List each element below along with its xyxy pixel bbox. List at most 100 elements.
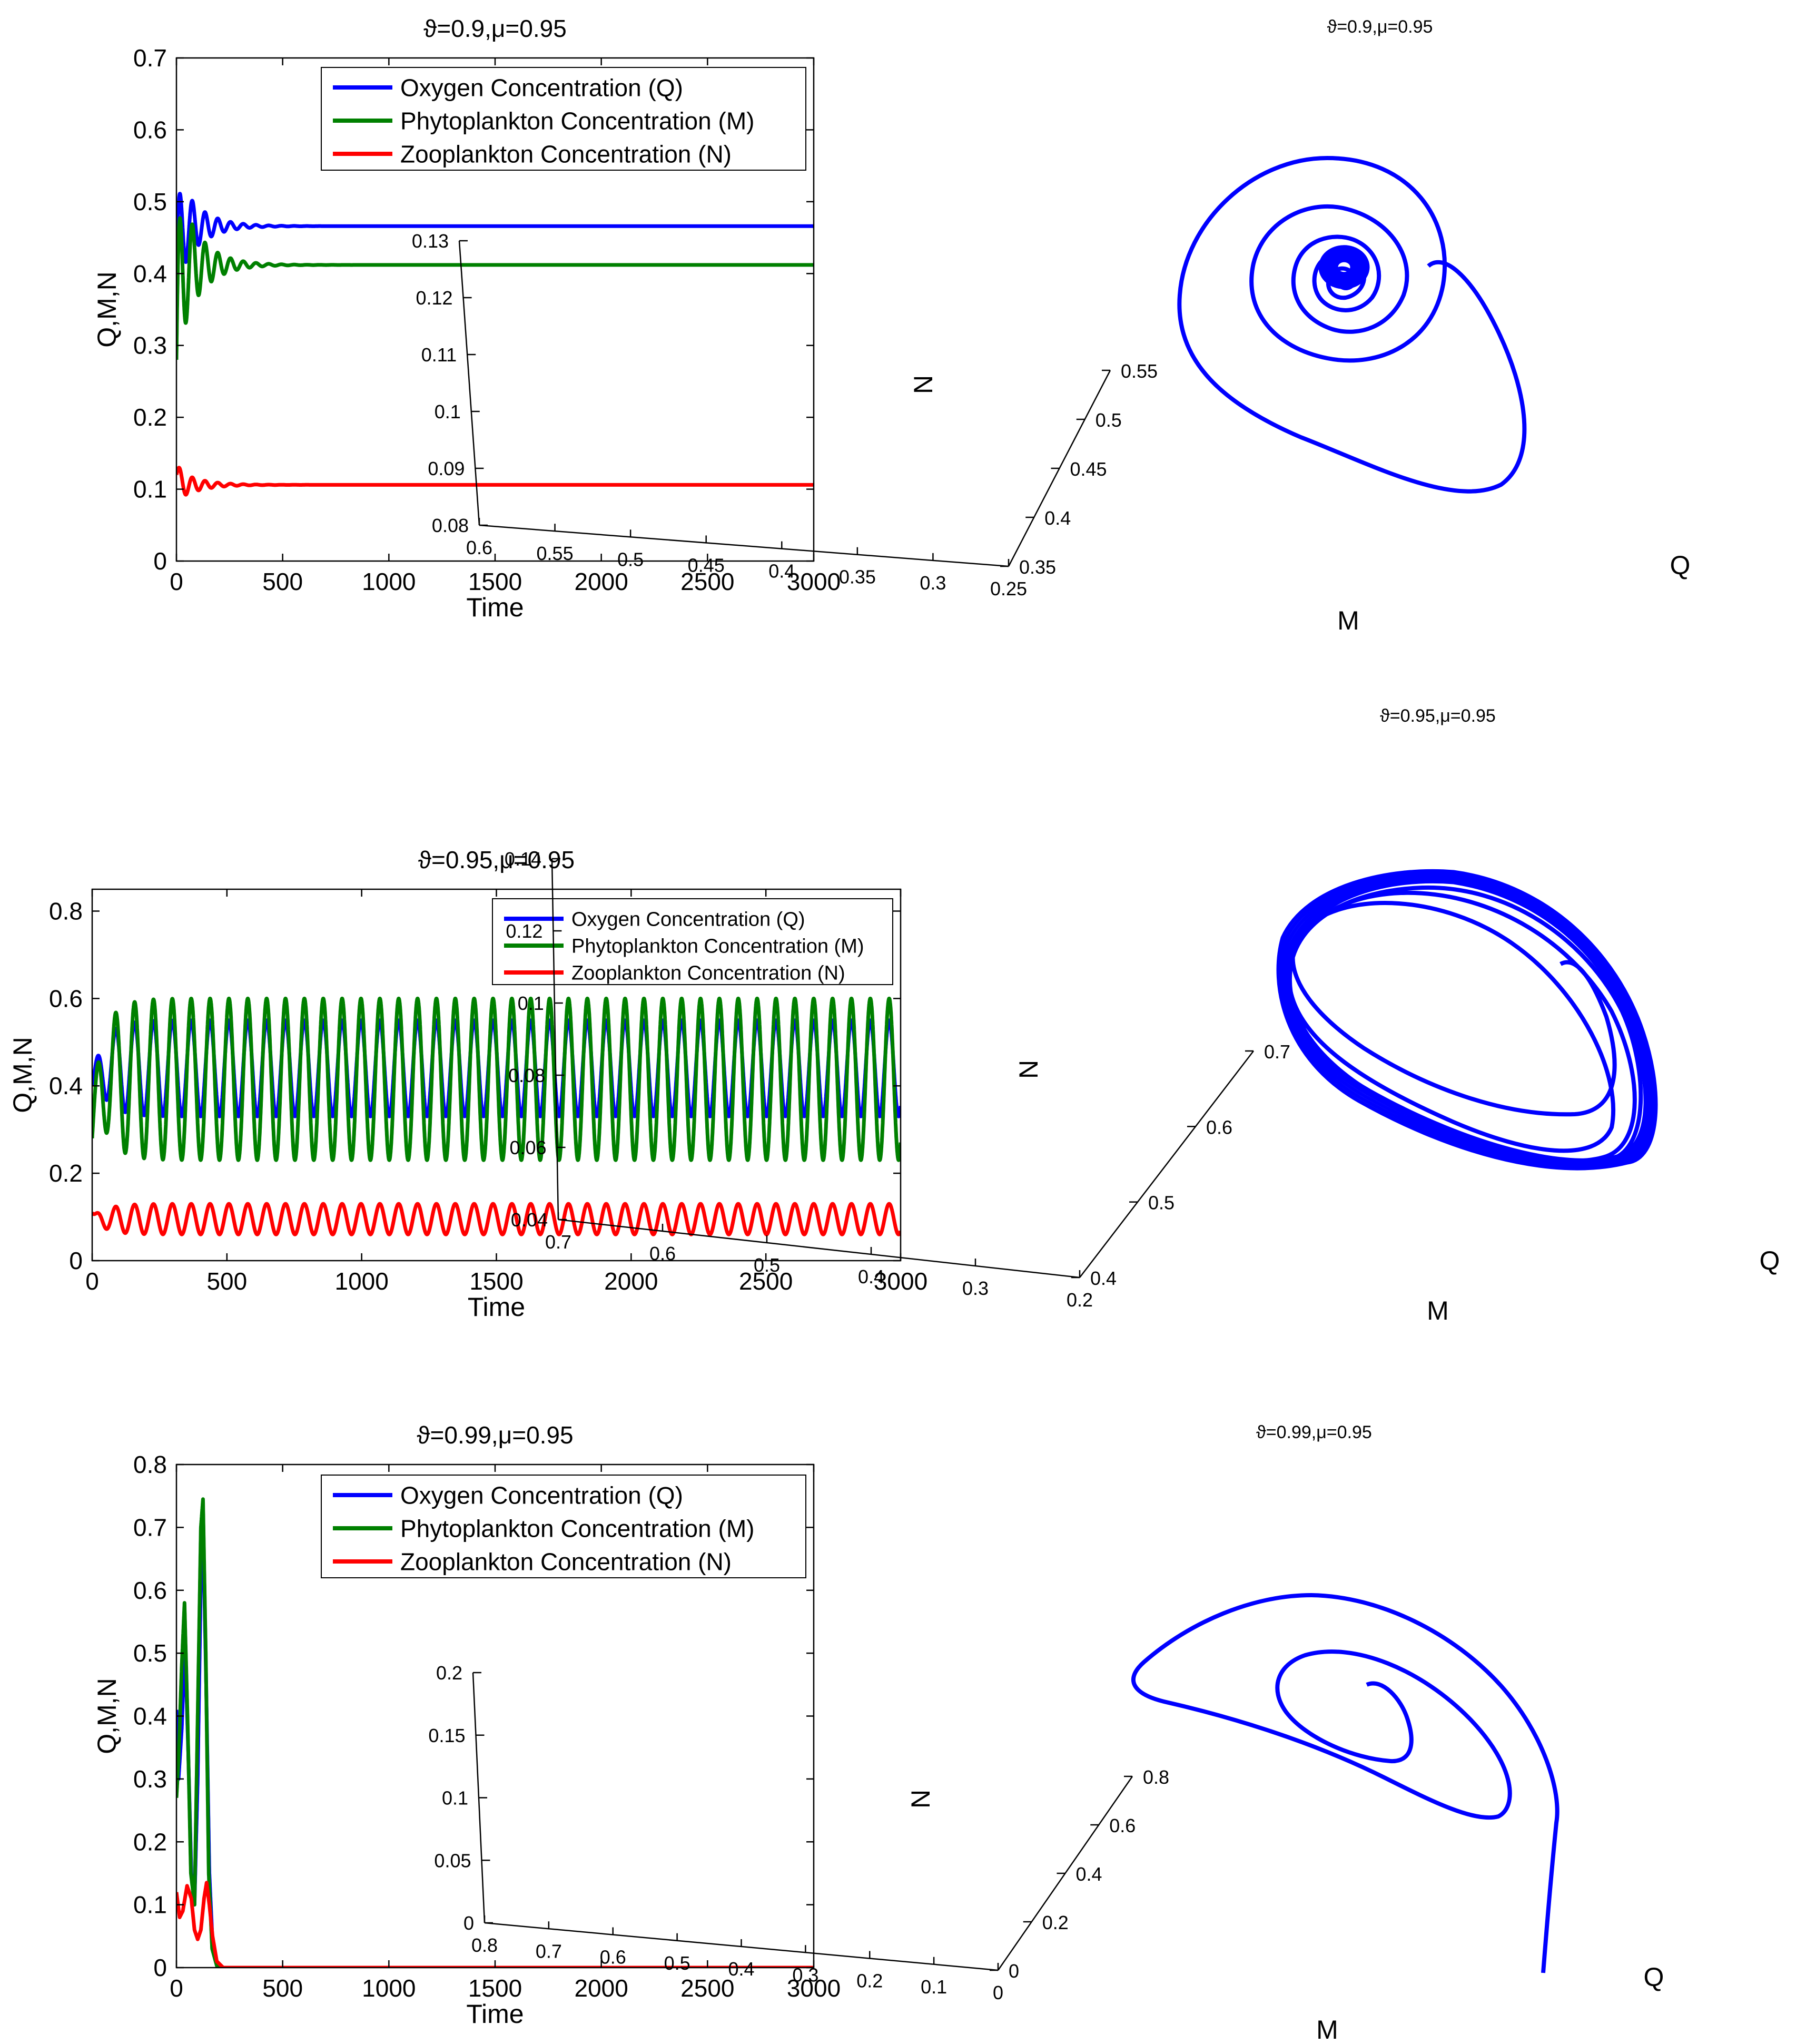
y-tick-label: 0.1 xyxy=(133,1891,167,1919)
n-tick-label: 0.1 xyxy=(518,992,544,1014)
legend-label: Phytoplankton Concentration (M) xyxy=(400,107,754,135)
x-tick-label: 2000 xyxy=(574,568,628,595)
q-tick-label: 0.8 xyxy=(1143,1766,1169,1788)
x-tick-label: 2500 xyxy=(739,1267,793,1295)
x-tick-label: 500 xyxy=(262,568,303,595)
trajectory-focus-loop xyxy=(1325,250,1364,284)
q-tick-label: 0.4 xyxy=(1076,1863,1102,1885)
m-axis-label: M xyxy=(1337,606,1359,635)
trajectory-focus-loop xyxy=(1334,258,1354,276)
y-tick-label: 0.3 xyxy=(133,1765,167,1793)
x-tick-label: 1000 xyxy=(362,1974,416,2002)
n-tick-label: 0.14 xyxy=(505,848,541,870)
y-tick-label: 0.6 xyxy=(133,1577,167,1604)
x-tick-label: 500 xyxy=(206,1267,247,1295)
x-tick-label: 3000 xyxy=(874,1267,927,1295)
q-tick-label: 0.4 xyxy=(1044,507,1071,529)
legend-box xyxy=(492,898,893,985)
q-axis-line xyxy=(1079,1050,1254,1278)
x-tick-label: 0 xyxy=(85,1267,99,1295)
n-axis-line xyxy=(551,858,559,1220)
y-tick-label: 0.6 xyxy=(49,985,83,1012)
series-line-2 xyxy=(92,996,901,1162)
x-tick-label: 1500 xyxy=(468,568,522,595)
y-tick-label: 0.7 xyxy=(133,44,167,72)
n-tick-label: 0.06 xyxy=(510,1137,547,1158)
m-tick-label: 0.2 xyxy=(856,1970,883,1992)
y-tick-label: 0.2 xyxy=(49,1159,83,1187)
series-line-2 xyxy=(176,216,814,360)
chart-title: ϑ=0.95,μ=0.95 xyxy=(1380,706,1496,726)
m-axis-label: M xyxy=(1427,1296,1449,1325)
m-tick-label: 0.3 xyxy=(792,1964,818,1986)
x-tick-label: 0 xyxy=(170,568,183,595)
q-axis-label: Q xyxy=(1670,551,1691,580)
legend-label: Oxygen Concentration (Q) xyxy=(400,74,683,102)
y-tick-label: 0.3 xyxy=(133,332,167,359)
legend: Oxygen Concentration (Q) Phytoplankton Co… xyxy=(321,1475,806,1578)
trajectory-focus-loop xyxy=(1318,245,1370,289)
m-tick-label: 0 xyxy=(993,1982,1003,2003)
y-tick-label: 0.2 xyxy=(133,1828,167,1855)
m-tick-label: 0.8 xyxy=(471,1934,498,1956)
trajectory-focus-loop xyxy=(1331,256,1357,279)
q-tick-label: 0.45 xyxy=(1070,458,1107,480)
q-tick-label: 0.5 xyxy=(1148,1192,1175,1214)
y-axis-label: Q,M,N xyxy=(92,1678,122,1754)
q-tick-label: 0.7 xyxy=(1264,1041,1290,1063)
n-axis-line xyxy=(458,240,480,526)
x-axis-label: Time xyxy=(468,1292,525,1322)
x-tick-label: 3000 xyxy=(787,568,841,595)
timeseries-panel-2: 0 500 1000 1500 2000 2500 3000 0 0.2 0.4 0.6 0.8 ϑ=0… xyxy=(8,846,927,1322)
y-tick-label: 0.8 xyxy=(49,897,83,925)
n-tick-label: 0.08 xyxy=(432,515,469,536)
m-tick-label: 0.3 xyxy=(920,572,946,594)
x-tick-label: 500 xyxy=(262,1974,303,2002)
n-axis-label: N xyxy=(906,1790,935,1809)
y-axis-label: Q,M,N xyxy=(8,1037,37,1113)
m-tick-label: 0.4 xyxy=(768,561,795,582)
m-tick-label: 0.5 xyxy=(664,1952,690,1974)
limit-cycle-loop xyxy=(1281,874,1653,1166)
y-tick-label: 0.7 xyxy=(133,1514,167,1541)
n-tick-label: 0.12 xyxy=(416,287,453,309)
series-lines xyxy=(176,192,814,497)
m-axis-line xyxy=(558,1218,1080,1279)
chart-title: ϑ=0.99,μ=0.95 xyxy=(417,1421,573,1449)
legend-label: Oxygen Concentration (Q) xyxy=(400,1482,683,1509)
phase-portrait-panel-2: 0.70.60.50.40.30.20.40.50.60.70.040.060.… xyxy=(505,706,1780,1325)
x-tick-label: 2000 xyxy=(604,1267,658,1295)
q-tick-label: 0.6 xyxy=(1109,1815,1136,1836)
legend-box xyxy=(321,67,806,171)
y-tick-label: 0 xyxy=(153,547,167,575)
y-tick-label: 0.2 xyxy=(133,404,167,431)
x-tick-label: 1500 xyxy=(469,1267,523,1295)
q-axis-label: Q xyxy=(1644,1962,1664,1992)
trajectory-path xyxy=(1177,156,1527,494)
y-tick-label: 0 xyxy=(153,1954,167,1981)
x-axis-label: Time xyxy=(466,1999,524,2029)
limit-cycle-loop xyxy=(1276,869,1658,1171)
n-tick-label: 0.08 xyxy=(508,1065,545,1086)
chart-title: ϑ=0.9,μ=0.95 xyxy=(1327,17,1433,37)
m-tick-label: 0.6 xyxy=(600,1947,626,1968)
m-tick-label: 0.55 xyxy=(537,543,574,564)
n-tick-label: 0.1 xyxy=(435,401,461,422)
series-line-1 xyxy=(176,192,814,274)
timeseries-panel-3: 0 500 1000 1500 2000 2500 3000 0 0.1 0.2 0.3 0.4 0.5… xyxy=(92,1421,841,2029)
y-tick-label: 0.1 xyxy=(133,476,167,503)
x-tick-label: 2500 xyxy=(680,1974,734,2002)
y-tick-label: 0.6 xyxy=(133,116,167,143)
legend-label: Zooplankton Concentration (N) xyxy=(571,962,845,985)
trajectory-focus-loop xyxy=(1321,248,1367,287)
y-tick-label: 0.8 xyxy=(133,1451,167,1478)
n-tick-label: 0.12 xyxy=(506,920,542,942)
n-tick-label: 0.2 xyxy=(436,1662,462,1684)
x-tick-label: 2500 xyxy=(680,568,734,595)
legend-label: Phytoplankton Concentration (M) xyxy=(400,1515,754,1542)
m-tick-label: 0.4 xyxy=(858,1266,884,1288)
x-tick-label: 2000 xyxy=(574,1974,628,2002)
x-axis-label: Time xyxy=(466,593,524,622)
q-axis-label: Q xyxy=(1760,1246,1780,1275)
limit-cycle-loop xyxy=(1279,871,1655,1168)
